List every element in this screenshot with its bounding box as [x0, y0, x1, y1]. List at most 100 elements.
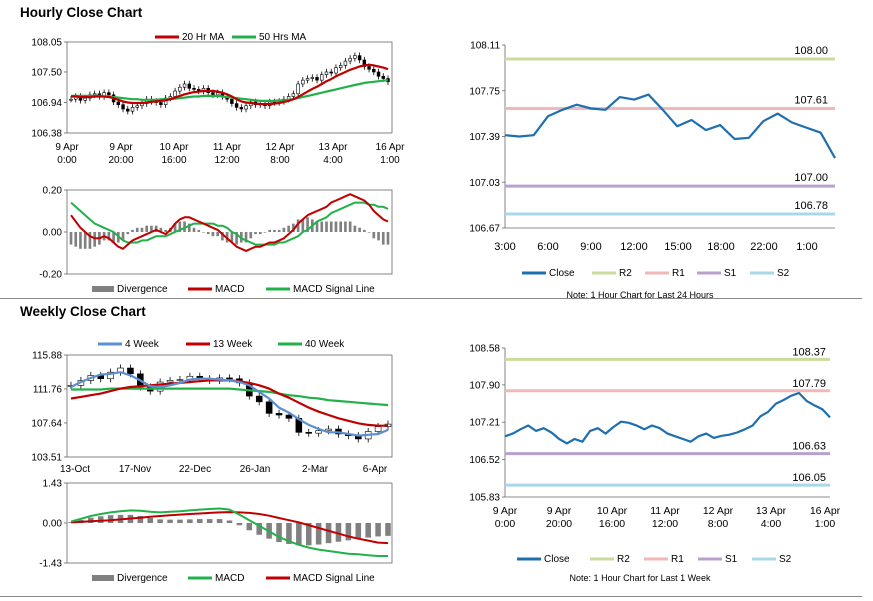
- hourly-divergence-bar: [126, 232, 130, 235]
- hourly-divergence-bar: [187, 223, 191, 232]
- hourly-divergence-bar: [277, 229, 281, 232]
- weekly-pivot-x-tick-label: 10 Apr: [597, 505, 628, 517]
- hourly-candle-body: [159, 102, 163, 105]
- hourly-pivot-x-tick-label: 12:00: [620, 241, 648, 253]
- hourly-divergence-bar: [301, 219, 305, 232]
- weekly-4wk-line: [70, 371, 389, 437]
- weekly-divergence-bar: [177, 519, 183, 523]
- hourly-pivot-x-tick-label: 22:00: [750, 241, 778, 253]
- hourly-candle-body: [372, 68, 376, 73]
- hourly-divergence-bar: [358, 227, 361, 232]
- weekly-divergence-bar: [157, 519, 163, 523]
- weekly-divergence-bar: [365, 523, 371, 538]
- hourly-price-y-tick-label: 106.94: [31, 98, 62, 109]
- hourly-price-y-tick-label: 106.38: [31, 129, 62, 140]
- hourly-pivot-legend-label: S2: [777, 268, 790, 279]
- weekly-price-legend-label: 13 Week: [213, 339, 253, 350]
- weekly-divergence-bar: [256, 523, 262, 535]
- hourly-divergence-bar: [107, 232, 111, 241]
- hourly-candle-body: [353, 55, 357, 59]
- hourly-divergence-bar: [306, 217, 309, 232]
- hourly-pivot-legend-label: Close: [549, 268, 575, 279]
- hourly-pivot-legend-label: R1: [672, 268, 685, 279]
- weekly-divergence-bar: [68, 522, 74, 523]
- hourly-divergence-bar: [258, 232, 262, 235]
- weekly-macd-line: [70, 507, 388, 557]
- hourly-macd-y-tick-label: -0.20: [39, 270, 62, 281]
- hourly-candle-body: [126, 108, 130, 112]
- hourly-price-plot-frame: [66, 41, 393, 134]
- hourly-candle-body: [211, 92, 215, 96]
- weekly-pivot-legend-label: S1: [725, 554, 738, 565]
- hourly-candle-body: [130, 107, 135, 112]
- hourly-candle-body: [357, 55, 362, 61]
- hourly-divergence-bar: [206, 232, 210, 235]
- weekly-price-legend-label: 40 Week: [305, 339, 345, 350]
- hourly-candle-body: [69, 98, 73, 101]
- weekly-pivot-y-tick-label: 106.52: [469, 455, 500, 466]
- hourly-candle-body: [338, 65, 343, 68]
- weekly-candle-body: [374, 426, 382, 432]
- hourly-divergence-bar: [202, 232, 205, 233]
- weekly-price-y-tick-label: 103.51: [31, 453, 62, 464]
- hourly-divergence-bar: [287, 225, 290, 232]
- weekly-pivot-x-tick-label: 12 Apr: [703, 505, 734, 517]
- weekly-price-y-tick-label: 111.76: [33, 384, 63, 395]
- hourly-macd-y-tick-label: 0.20: [43, 186, 63, 197]
- weekly-divergence-bar: [355, 523, 362, 539]
- weekly-pivot-x-tick-label: 13 Apr: [756, 505, 787, 517]
- hourly-divergence-bar: [386, 232, 390, 245]
- hourly-divergence-bar: [268, 229, 272, 232]
- hourly-macd-legend-label: MACD: [215, 284, 244, 295]
- hourly-candle-body: [362, 59, 367, 67]
- hourly-divergence-bar: [74, 232, 78, 247]
- hourly-candle-body: [343, 60, 348, 66]
- weekly-divergence-bar: [226, 520, 233, 523]
- hourly-pivot-legend-label: S1: [724, 268, 737, 279]
- hourly-price-x-tick-label: 4:00: [323, 155, 343, 166]
- hourly-price-y-tick-label: 108.05: [31, 38, 62, 49]
- hourly-price-x-tick-label: 16:00: [161, 155, 186, 166]
- weekly-divergence-bar: [167, 519, 173, 523]
- hourly-divergence-bar: [292, 223, 295, 232]
- hourly-pivot-x-tick-label: 6:00: [537, 241, 558, 253]
- weekly-macd-y-tick-label: 0.00: [43, 519, 63, 530]
- hourly-divergence-bar: [334, 221, 338, 232]
- hourly-price-x-tick-label: 9 Apr: [109, 142, 133, 153]
- hourly-divergence-bar: [135, 227, 139, 232]
- weekly-divergence-bar: [236, 523, 243, 526]
- weekly-divergence-bar: [286, 523, 292, 544]
- hourly-macd-line: [70, 193, 389, 252]
- hourly-candle-body: [135, 105, 139, 108]
- hourly-candle-body: [234, 103, 239, 108]
- weekly-pivot-x-tick-label: 16:00: [599, 518, 625, 530]
- weekly-40wk-line: [71, 387, 389, 407]
- hourly-price-x-tick-label: 16 Apr: [376, 142, 406, 153]
- hourly-macd-y-tick-label: 0.00: [43, 228, 63, 239]
- hourly-candle-body: [301, 79, 305, 85]
- hourly-divergence-bar: [329, 221, 333, 232]
- hourly-price-x-tick-label: 20:00: [108, 155, 133, 166]
- hourly-divergence-bar: [244, 232, 248, 243]
- hourly-candle-body: [320, 74, 324, 81]
- weekly-pivot-legend-label: Close: [544, 554, 570, 565]
- hourly-divergence-bar: [164, 229, 167, 232]
- weekly-divergence-bar: [197, 519, 203, 523]
- weekly-signal-line: [70, 511, 389, 545]
- hourly-price-x-tick-label: 8:00: [270, 155, 290, 166]
- weekly-candle-body: [226, 377, 233, 380]
- hourly-divergence-bar: [145, 225, 149, 232]
- weekly-pivot-y-tick-label: 107.21: [469, 418, 500, 429]
- hourly-divergence-bar: [372, 232, 376, 239]
- hourly-candle-body: [173, 90, 177, 97]
- weekly-macd-legend-swatch: [92, 575, 114, 581]
- weekly-pivot-y-tick-label: 105.83: [469, 493, 500, 504]
- hourly-price-legend-label: 20 Hr MA: [182, 32, 225, 43]
- hourly-pivot-y-tick-label: 108.11: [470, 41, 500, 52]
- hourly-close-chart-title: Hourly Close Chart: [20, 5, 143, 20]
- weekly-pivot-x-tick-label: 20:00: [546, 518, 572, 530]
- hourly-divergence-bar: [173, 223, 177, 232]
- hourly-price-x-tick-label: 12:00: [214, 155, 239, 166]
- hourly-candle-body: [178, 86, 182, 92]
